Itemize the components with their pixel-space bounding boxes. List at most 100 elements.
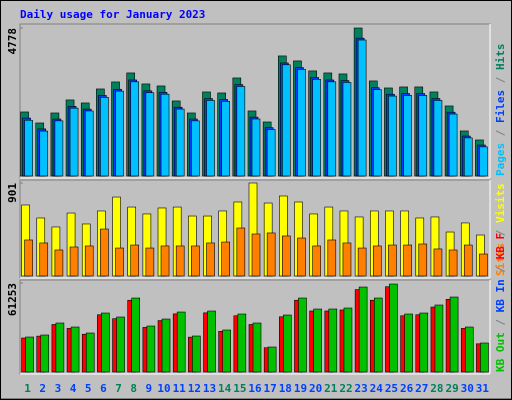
bar xyxy=(191,120,200,177)
bar xyxy=(175,108,185,177)
legend: Sites / Visits xyxy=(494,183,507,276)
bar xyxy=(206,100,215,177)
x-tick-label: 22 xyxy=(339,382,352,395)
bar xyxy=(175,245,185,277)
bar xyxy=(25,336,34,373)
bar xyxy=(327,81,337,177)
bar xyxy=(433,100,443,177)
legend: Pages / Files / Hits xyxy=(494,44,507,177)
y-tick-label: 4778 xyxy=(6,28,19,55)
bar xyxy=(131,297,141,373)
x-tick-label: 5 xyxy=(85,382,92,395)
bar xyxy=(282,64,291,177)
bar xyxy=(84,110,94,177)
bar xyxy=(85,332,95,373)
bar xyxy=(100,228,109,277)
x-tick-label: 8 xyxy=(130,382,137,395)
bar xyxy=(39,130,49,177)
x-tick-label: 3 xyxy=(55,382,62,395)
legend-entry: KB F xyxy=(494,233,507,260)
legend-entry: KB Out xyxy=(494,332,507,372)
bar xyxy=(479,253,488,277)
bar xyxy=(145,247,155,277)
bar xyxy=(328,308,338,373)
bar xyxy=(372,245,382,277)
bar xyxy=(267,346,277,373)
bar xyxy=(313,308,322,373)
bar xyxy=(146,325,156,373)
bar xyxy=(266,129,276,177)
bar xyxy=(266,232,276,277)
x-tick-label: 19 xyxy=(294,382,307,395)
bar xyxy=(418,95,428,177)
x-tick-label: 15 xyxy=(233,382,246,395)
chart-title: Daily usage for January 2023 xyxy=(20,8,205,21)
bar xyxy=(297,69,306,177)
legend-entry: Hits xyxy=(494,44,507,71)
x-tick-label: 29 xyxy=(445,382,458,395)
x-tick-label: 16 xyxy=(248,382,262,395)
bar xyxy=(463,137,473,177)
legend-separator: / xyxy=(494,223,507,243)
bar xyxy=(251,233,261,277)
bar xyxy=(69,246,79,277)
bar xyxy=(130,81,140,177)
bar xyxy=(69,107,79,177)
bar xyxy=(312,79,321,177)
bar xyxy=(115,247,124,277)
bar xyxy=(282,235,291,277)
bar xyxy=(54,120,64,177)
bar xyxy=(404,313,413,373)
bar xyxy=(389,283,398,373)
bar xyxy=(24,239,33,277)
x-tick-label: 4 xyxy=(70,382,77,395)
bar xyxy=(434,304,444,373)
bar xyxy=(55,322,65,373)
x-tick-label: 20 xyxy=(309,382,322,395)
bar xyxy=(372,89,382,177)
x-tick-label: 1 xyxy=(24,382,31,395)
bar xyxy=(327,239,337,277)
bar xyxy=(357,247,367,277)
bar xyxy=(449,296,459,373)
bar xyxy=(160,93,170,177)
x-tick-label: 30 xyxy=(461,382,474,395)
x-tick-label: 24 xyxy=(370,382,384,395)
x-tick-label: 25 xyxy=(385,382,398,395)
bar xyxy=(418,243,428,277)
bar xyxy=(388,244,397,277)
x-tick-label: 27 xyxy=(415,382,428,395)
bar xyxy=(116,316,125,373)
bar xyxy=(237,313,247,373)
bar xyxy=(70,326,80,373)
x-tick-label: 23 xyxy=(355,382,368,395)
bar xyxy=(115,90,124,177)
bar xyxy=(433,248,443,277)
bar xyxy=(221,101,230,177)
legend-entry: Pages xyxy=(494,143,507,176)
x-tick-label: 2 xyxy=(39,382,46,395)
bar xyxy=(357,39,367,177)
bar xyxy=(479,146,488,177)
bar xyxy=(207,310,216,373)
bar xyxy=(373,297,383,373)
x-tick-label: 12 xyxy=(188,382,201,395)
x-tick-label: 9 xyxy=(146,382,153,395)
legend: KB Out / KB In / KB F xyxy=(494,233,507,372)
legend-separator: / xyxy=(494,312,507,332)
legend-entry: KB In xyxy=(494,279,507,312)
bar xyxy=(312,245,321,277)
bar xyxy=(191,245,200,277)
bar xyxy=(40,334,50,373)
x-tick-label: 6 xyxy=(100,382,107,395)
bar xyxy=(236,86,246,177)
legend-entry: Visits xyxy=(494,183,507,223)
bar xyxy=(221,241,230,277)
bar xyxy=(176,311,186,373)
x-tick-label: 14 xyxy=(218,382,232,395)
bar xyxy=(463,244,473,277)
bar xyxy=(252,322,262,373)
bar xyxy=(206,242,215,277)
bar xyxy=(480,342,489,373)
bar xyxy=(145,92,155,177)
